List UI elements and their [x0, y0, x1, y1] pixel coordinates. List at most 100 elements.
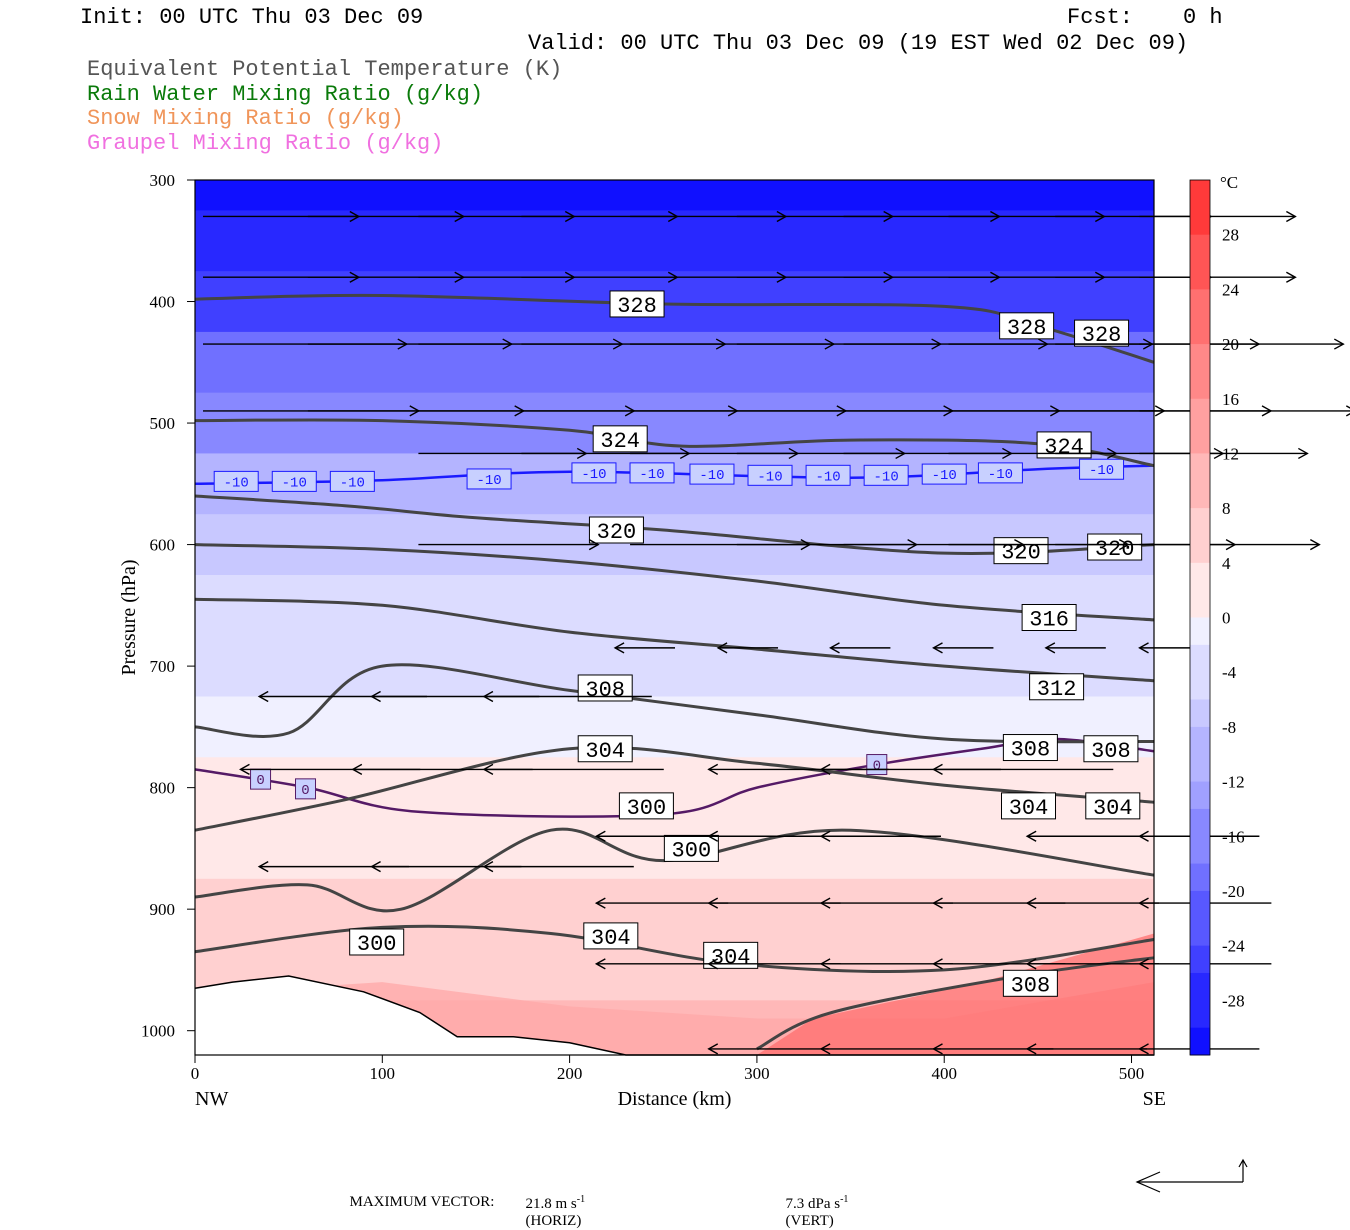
wind-arrow-head: [1345, 405, 1350, 417]
colorbar-unit: °C: [1220, 173, 1238, 192]
isotherm-label: -10: [1089, 463, 1114, 479]
isotherm-label-box: [629, 462, 675, 484]
theta-e-label: 308: [1011, 738, 1051, 763]
wind-arrow-head: [482, 690, 494, 703]
colorbar-tick-label: 12: [1222, 444, 1239, 463]
wind-arrow: [932, 642, 994, 654]
colorbar-segment: [1190, 262, 1210, 290]
theta-e-label-group: 300: [663, 834, 719, 863]
temperature-band: [195, 180, 1154, 211]
y-tick-label: 500: [150, 414, 176, 433]
isotherm-label-box: [295, 778, 317, 800]
max-vector-label: MAXIMUM VECTOR:: [342, 1177, 495, 1211]
colorbar-segment: [1190, 371, 1210, 400]
theta-e-label-group: 316: [1021, 604, 1077, 633]
theta-e-label-group: 320: [588, 516, 644, 545]
wind-arrow-head: [1138, 958, 1149, 970]
legend-theta-e: Equivalent Potential Temperature (K): [87, 57, 563, 82]
wind-vectors: [203, 210, 1350, 1055]
wind-arrow-head: [932, 642, 943, 654]
colorbar-segment: [1190, 808, 1210, 837]
theta-e-label: 308: [1011, 973, 1051, 998]
x-tick-label: 100: [370, 1064, 396, 1083]
isotherm-label: 0: [256, 773, 264, 789]
wind-arrow-head: [819, 830, 831, 842]
colorbar-segment: [1190, 453, 1210, 482]
cross-section-chart: -10 -10 -10 -10 -10 -10 -10 -10 -10 -10 -10 -10 -10 0…: [118, 171, 1350, 1193]
x-tick-label: 400: [931, 1064, 957, 1083]
theta-e-line: [194, 745, 1155, 832]
x-tick-label: 200: [557, 1064, 583, 1083]
y-tick-label: 900: [150, 900, 176, 919]
theta-e-label: 324: [600, 429, 640, 454]
colorbar-segment: [1190, 972, 1210, 1001]
isotherm-label: -10: [581, 467, 606, 483]
wind-arrow: [1138, 642, 1200, 654]
wind-arrow-head: [829, 642, 840, 654]
wind-arrow: [1025, 830, 1148, 842]
wind-arrow-head: [1025, 1043, 1037, 1055]
theta-e-label-group: 304: [583, 922, 639, 951]
theta-e-label-group: 308: [1083, 735, 1139, 764]
wind-arrow-head: [351, 763, 363, 776]
colorbar-segment: [1190, 207, 1210, 236]
horiz-value: 21.8 m s: [525, 1196, 577, 1212]
isotherm-label: -10: [340, 475, 365, 491]
wind-arrow-head: [370, 861, 381, 873]
colorbar-segment: [1190, 644, 1210, 673]
x-tick-label: 500: [1119, 1064, 1145, 1083]
y-tick-label: 600: [150, 536, 176, 555]
temperature-field: [195, 180, 1154, 1056]
x-axis-label: Distance (km): [618, 1088, 732, 1110]
colorbar-segment: [1190, 672, 1210, 701]
wind-arrow: [819, 830, 941, 842]
wind-arrow: [482, 690, 652, 703]
colorbar-segment: [1190, 426, 1210, 454]
theta-e-label: 320: [1095, 537, 1135, 562]
isotherm-label-box: [689, 463, 735, 485]
isotherm-label-box: [1079, 458, 1125, 480]
isotherm-label: 0: [301, 783, 309, 799]
isotherm-label-box: [863, 464, 909, 486]
vert-value: 7.3 dPa s: [785, 1196, 841, 1212]
wind-arrow-head: [819, 958, 831, 970]
theta-e-label-box: [1001, 792, 1057, 820]
wind-arrow: [482, 861, 634, 873]
forecast-hour: 0 h: [1183, 5, 1223, 30]
wind-arrow-head: [1298, 447, 1309, 460]
wind-arrow-head: [1138, 897, 1149, 909]
wind-arrow: [1025, 1043, 1148, 1055]
colorbar-tick-label: 28: [1222, 226, 1239, 245]
colorbar-tick-label: 8: [1222, 499, 1231, 518]
colorbar-segment: [1190, 726, 1210, 755]
valid-time: Valid: 00 UTC Thu 03 Dec 09 (19 EST Wed …: [528, 31, 1189, 56]
temperature-band: [195, 574, 1154, 637]
theta-e-label-group: 312: [1029, 673, 1085, 702]
wind-arrow: [932, 763, 1114, 776]
wind-arrow: [829, 642, 891, 654]
isotherm-label: 0: [873, 759, 881, 775]
isotherm-label: -10: [699, 468, 724, 484]
theta-e-label-group: 324: [592, 425, 648, 454]
theta-e-label-group: 300: [618, 792, 674, 821]
temperature-band: [195, 635, 1154, 697]
wind-arrow-head: [370, 690, 381, 703]
wind-arrow-head: [1044, 642, 1056, 654]
y-tick-label: 800: [150, 779, 176, 798]
theta-e-label: 304: [591, 926, 631, 951]
wind-arrow-head: [707, 897, 719, 909]
horiz-tag: (HORIZ): [525, 1213, 582, 1229]
theta-e-label-group: 320: [993, 537, 1049, 566]
colorbar-segment: [1190, 535, 1210, 564]
wind-arrow: [1025, 897, 1160, 909]
wind-arrow: [418, 538, 600, 551]
theta-e-contour-316: [194, 543, 1155, 622]
theta-e-line: [194, 418, 1155, 468]
colorbar-tick-label: -8: [1222, 718, 1236, 737]
theta-e-label: 304: [585, 739, 625, 764]
colorbar: 28 24 20 16 12 8 4 0 -4 -8 -12 -16 -20 -24 -28 °C: [1189, 173, 1245, 1056]
theta-e-label-box: [349, 928, 405, 956]
theta-e-label-group: 300: [349, 928, 405, 957]
colorbar-tick-label: -16: [1222, 827, 1245, 846]
wind-arrow: [482, 763, 664, 776]
